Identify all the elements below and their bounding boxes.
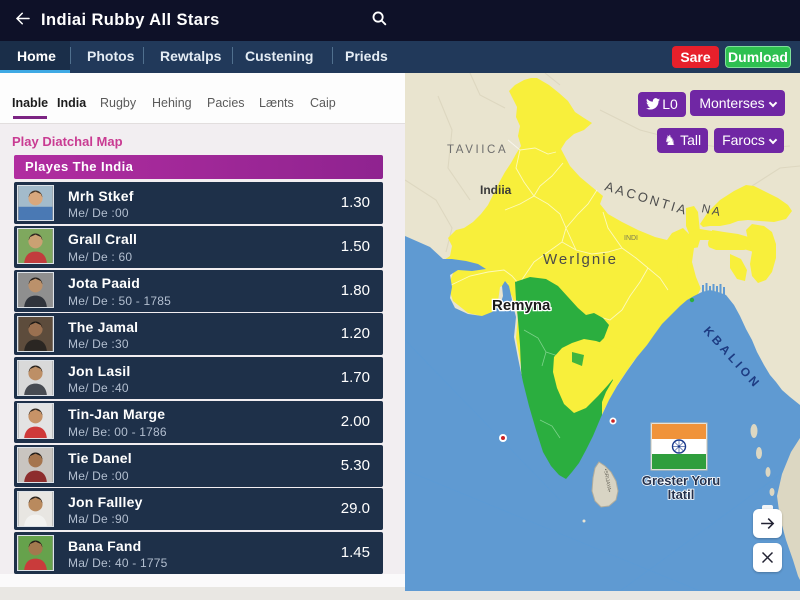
svg-text:TAVIICA: TAVIICA [447,144,508,156]
svg-text:Itatil: Itatil [668,487,695,502]
svg-text:INDI: INDI [624,235,638,242]
svg-text:Indіia: Indіia [480,183,512,197]
svg-text:Grester Yoru: Grester Yoru [642,473,720,488]
svg-text:NA: NA [700,201,723,219]
svg-text:Werlgnіe: Werlgnіe [543,251,618,268]
svg-text:Remyna: Remyna [492,297,551,314]
svg-text:•SRIJAYA•: •SRIJAYA• [602,468,612,493]
